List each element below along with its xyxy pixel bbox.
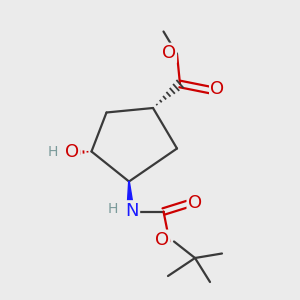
Text: O: O [161, 44, 176, 62]
Text: O: O [210, 80, 225, 98]
Text: N: N [125, 202, 139, 220]
Text: H: H [48, 145, 58, 159]
Text: H: H [108, 202, 118, 216]
Text: O: O [65, 143, 79, 161]
Text: O: O [155, 231, 169, 249]
Text: O: O [188, 194, 202, 211]
Polygon shape [127, 182, 134, 212]
